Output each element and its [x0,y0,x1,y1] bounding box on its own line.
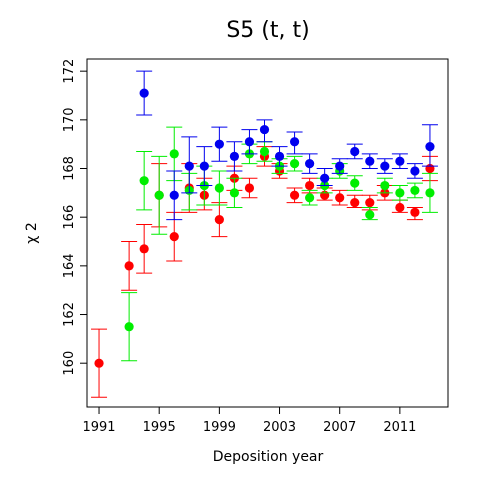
data-point [395,156,405,166]
x-tick-label: 2011 [383,420,416,435]
data-point [380,180,390,191]
y-tick-label: 172 [62,59,77,84]
data-point [214,139,224,149]
data-point [229,151,240,161]
data-point [139,176,149,186]
x-axis-label: Deposition year [213,449,324,465]
data-point [214,183,224,193]
x-tick-label: 1995 [143,420,176,435]
y-axis-label: χ 2 [24,222,40,243]
y-tick-label: 160 [62,351,77,376]
data-point [214,215,224,225]
data-point [154,190,164,200]
data-point [365,210,375,220]
data-point [244,137,255,147]
data-point [139,244,149,254]
data-point [169,149,179,159]
data-point [244,183,255,193]
data-point [169,232,179,242]
data-point [289,159,300,169]
data-point [380,161,390,171]
data-point [335,193,345,203]
data-point [395,202,405,213]
data-point [259,124,270,135]
data-point [94,358,104,368]
data-point [124,322,134,332]
x-tick-label: 1991 [82,420,115,435]
data-point [320,173,330,183]
data-point [335,161,345,171]
data-point [139,88,149,98]
data-series [91,70,438,398]
y-axis: 160 162 164 166 168 170 172 [62,59,87,376]
data-point [410,166,420,176]
x-tick-label: 2007 [323,420,356,435]
x-tick-label: 1999 [203,420,236,435]
data-point [425,142,435,152]
x-tick-label: 2003 [263,420,296,435]
data-point [305,159,315,169]
data-point [289,190,300,200]
data-point [289,137,300,147]
data-point [410,207,420,217]
data-point [229,188,240,198]
data-point [274,151,285,161]
y-tick-label: 164 [62,253,77,278]
data-point [350,197,360,208]
data-point [425,188,435,198]
series-3 [136,70,438,221]
data-point [124,261,134,271]
data-point [410,185,420,196]
plot-frame [86,58,449,408]
data-point [199,161,209,171]
data-point [365,197,375,208]
data-point [305,193,315,203]
data-point [350,146,360,157]
data-point [184,161,194,171]
data-point [169,190,179,200]
y-tick-label: 166 [62,205,77,230]
data-point [395,188,405,198]
data-point [305,180,315,191]
x-axis: 1991 1995 1999 2003 2007 2011 [82,407,416,435]
data-point [365,156,375,166]
data-point [350,178,360,188]
y-tick-label: 162 [62,302,77,327]
chart-title: S5 (t, t) [226,18,309,43]
y-tick-label: 168 [62,156,77,181]
data-point [259,146,270,157]
y-tick-label: 170 [62,107,77,132]
